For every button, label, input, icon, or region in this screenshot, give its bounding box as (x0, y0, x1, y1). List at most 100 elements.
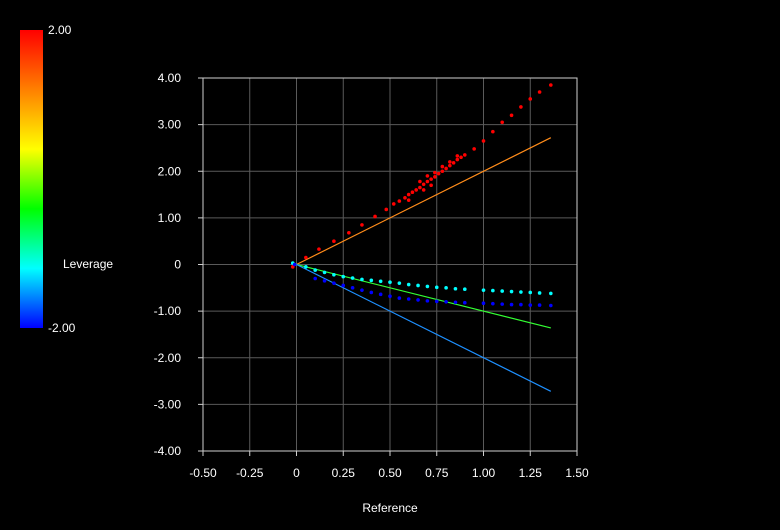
data-point (509, 113, 514, 118)
data-point (378, 292, 383, 297)
data-point (444, 286, 448, 290)
data-point (369, 278, 374, 283)
data-point (418, 179, 422, 184)
y-axis-ticks: 4.00 3.00 2.00 1.00 0 -1.00 -2.00 -3.00 -4.00 (154, 71, 203, 458)
data-point (481, 139, 486, 143)
data-point (313, 276, 318, 281)
data-point (481, 301, 486, 305)
data-point (322, 279, 327, 283)
x-tick-label: 1.50 (565, 466, 589, 480)
data-point (500, 120, 505, 125)
data-point (500, 289, 505, 293)
grid (202, 77, 578, 452)
data-point (440, 164, 445, 169)
data-point (472, 147, 476, 151)
data-point (455, 154, 460, 158)
data-point (425, 174, 430, 178)
data-point (429, 177, 433, 181)
data-point (537, 90, 542, 94)
data-point (491, 288, 495, 293)
data-point (378, 279, 383, 284)
x-tick-label: 1.00 (472, 466, 496, 480)
data-point (341, 274, 346, 279)
data-point (397, 296, 402, 300)
data-point (455, 157, 460, 162)
data-point (403, 196, 407, 200)
data-point (406, 198, 411, 202)
data-point (322, 270, 327, 275)
y-tick-label: -3.00 (154, 397, 182, 411)
data-point (436, 171, 441, 176)
data-point (448, 160, 452, 164)
data-point (528, 290, 533, 295)
data-point (360, 288, 364, 292)
data-point (509, 302, 514, 307)
data-point (350, 276, 355, 280)
data-point (519, 105, 523, 109)
data-point (425, 284, 430, 289)
reference-line (292, 262, 552, 392)
data-point (434, 285, 439, 290)
data-point (373, 214, 377, 219)
data-point (391, 202, 396, 206)
colorbar (20, 30, 43, 328)
colorbar-min-label: -2.00 (48, 321, 76, 335)
data-point (350, 286, 355, 290)
data-point (451, 161, 456, 165)
data-point (453, 300, 458, 305)
data-point (463, 300, 467, 305)
data-point (459, 155, 463, 160)
data-point (444, 300, 448, 304)
reference-line (292, 137, 552, 267)
data-point (421, 182, 426, 187)
data-point (332, 272, 336, 277)
x-tick-label: 0 (293, 466, 300, 480)
x-tick-label: 1.25 (519, 466, 543, 480)
y-tick-label: 1.00 (158, 211, 182, 225)
x-tick-label: 0.25 (332, 466, 356, 480)
data-point (406, 192, 411, 197)
data-point (509, 289, 514, 294)
data-point (537, 303, 542, 307)
data-point (341, 283, 346, 288)
x-tick-label: -0.50 (189, 466, 217, 480)
data-point (360, 223, 364, 227)
data-point (369, 290, 374, 295)
colorbar-title: Leverage (63, 257, 113, 271)
x-axis-label: Reference (362, 501, 418, 515)
reference-lines (292, 137, 552, 392)
colorbar-max-label: 2.00 (48, 23, 72, 37)
data-point (347, 230, 351, 235)
data-point (429, 183, 433, 188)
data-point (491, 129, 495, 134)
data-point (537, 291, 542, 295)
data-point (448, 163, 452, 168)
data-point (425, 179, 430, 184)
x-tick-label: -0.25 (236, 466, 264, 480)
data-point (549, 83, 553, 87)
y-tick-label: 4.00 (158, 71, 182, 85)
y-tick-label: -4.00 (154, 444, 182, 458)
data-point (491, 301, 495, 306)
data-point (463, 153, 467, 157)
data-point (397, 199, 402, 203)
data-point (388, 294, 392, 299)
data-point (304, 255, 308, 260)
data-point (421, 188, 426, 192)
data-point (463, 287, 467, 292)
x-axis-ticks: -0.50 -0.25 0 0.25 0.50 0.75 1.00 1.25 1.50 (189, 451, 589, 480)
data-point (425, 299, 430, 303)
x-tick-label: 0.50 (378, 466, 402, 480)
data-point (481, 288, 486, 292)
data-point (332, 281, 336, 285)
data-point (549, 303, 553, 308)
data-point (384, 207, 389, 212)
y-tick-label: 3.00 (158, 118, 182, 132)
data-point (406, 297, 411, 301)
reference-line (292, 262, 551, 329)
data-point (549, 291, 553, 296)
y-tick-label: 2.00 (158, 164, 182, 178)
data-point (433, 175, 437, 179)
x-tick-label: 0.75 (425, 466, 449, 480)
data-point (292, 262, 297, 267)
